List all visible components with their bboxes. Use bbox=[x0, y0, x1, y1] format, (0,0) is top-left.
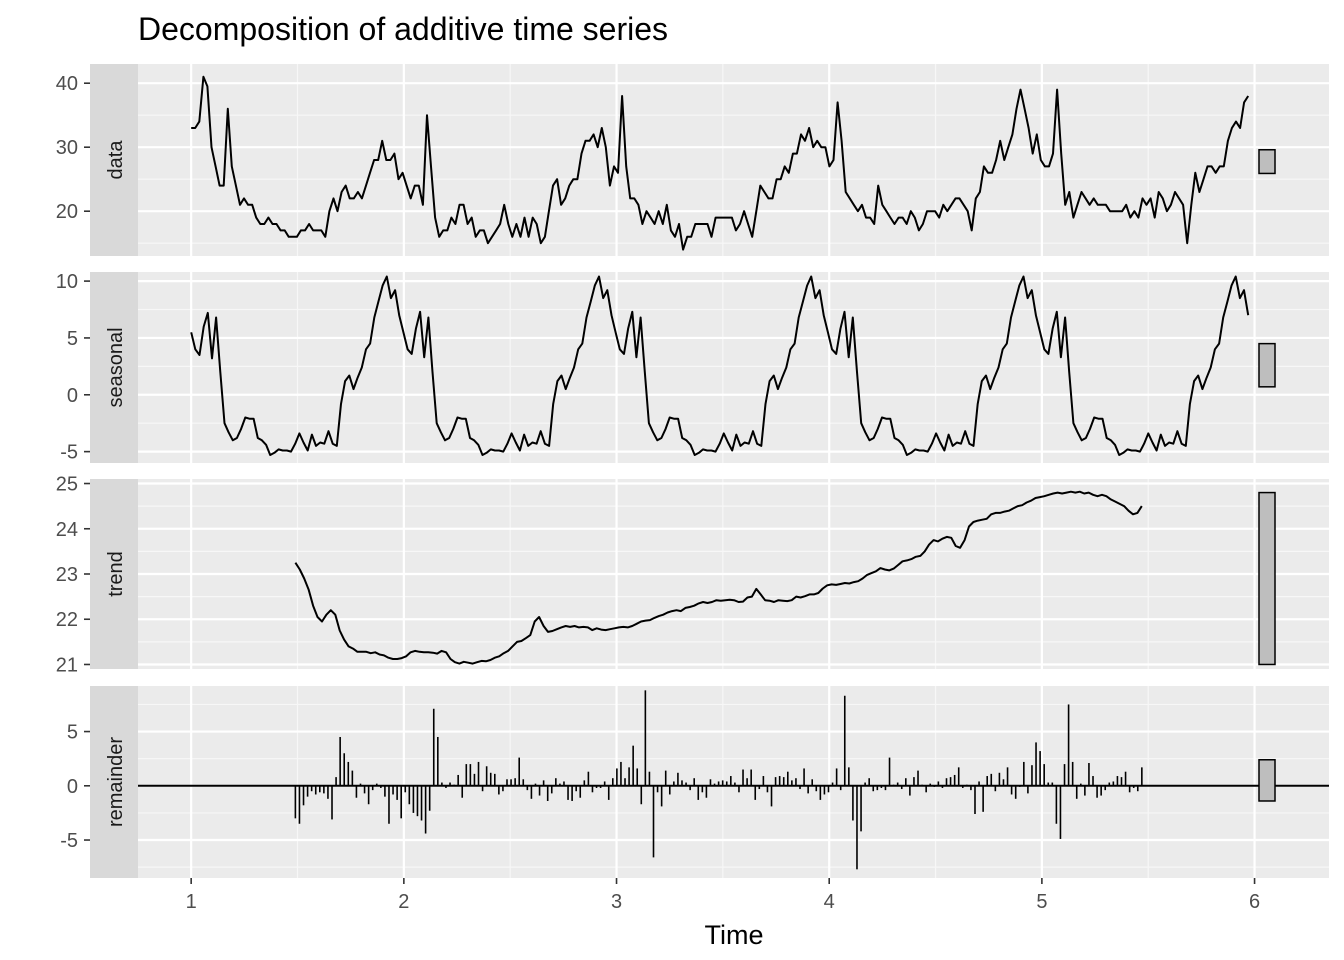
range-bar-seasonal bbox=[1258, 342, 1276, 388]
strip-label-seasonal: seasonal bbox=[105, 327, 127, 407]
series-line-data bbox=[191, 75, 1250, 251]
strip-label-remainder: remainder bbox=[105, 737, 127, 827]
y-tick-label: 20 bbox=[56, 201, 78, 223]
chart-title: Decomposition of additive time series bbox=[138, 11, 668, 47]
panel-background bbox=[138, 64, 1329, 256]
y-tick-label: 10 bbox=[56, 271, 78, 293]
series-line-trend bbox=[294, 490, 1143, 665]
y-tick-label: 24 bbox=[56, 519, 78, 541]
strip-background bbox=[90, 479, 138, 669]
strip-label-data: data bbox=[105, 140, 127, 180]
y-tick-label: 0 bbox=[67, 776, 78, 798]
x-tick-label: 6 bbox=[1249, 891, 1260, 913]
x-axis-title: Time bbox=[705, 920, 764, 950]
range-bar-data bbox=[1258, 149, 1276, 175]
strip-background bbox=[90, 64, 138, 256]
y-tick-label: 30 bbox=[56, 137, 78, 159]
y-tick-label: -5 bbox=[60, 830, 78, 852]
range-bar-trend bbox=[1258, 491, 1276, 666]
x-tick-label: 1 bbox=[186, 891, 197, 913]
panel-background bbox=[138, 272, 1329, 463]
x-tick-label: 2 bbox=[398, 891, 409, 913]
y-tick-label: 25 bbox=[56, 474, 78, 496]
strip-background bbox=[90, 686, 138, 878]
y-tick-label: 40 bbox=[56, 73, 78, 95]
y-tick-label: 5 bbox=[67, 722, 78, 744]
x-tick-label: 5 bbox=[1036, 891, 1047, 913]
panel-trend: 21 22 23 24 25 trend bbox=[56, 474, 1329, 676]
panel-seasonal: -5 0 5 10 seasonal bbox=[56, 271, 1329, 464]
x-tick-label: 4 bbox=[824, 891, 835, 913]
y-tick-label: 22 bbox=[56, 609, 78, 631]
strip-label-trend: trend bbox=[105, 551, 127, 597]
y-tick-label: 23 bbox=[56, 564, 78, 586]
panel-data: 20 30 40 data bbox=[56, 64, 1329, 256]
range-bar-remainder bbox=[1258, 759, 1276, 802]
strip-background bbox=[90, 272, 138, 463]
panels: 20 30 40 data -5 0 5 10 seasonal 21 22 23 24 25 trend -… bbox=[56, 64, 1329, 878]
panel-remainder: -5 0 5 remainder bbox=[60, 686, 1329, 878]
series-line-seasonal bbox=[190, 275, 1250, 456]
y-tick-label: -5 bbox=[60, 442, 78, 464]
y-tick-label: 0 bbox=[67, 385, 78, 407]
x-tick-label: 3 bbox=[611, 891, 622, 913]
x-axis: 1 2 3 4 5 6 bbox=[186, 878, 1260, 913]
y-tick-label: 5 bbox=[67, 328, 78, 350]
panel-background bbox=[138, 686, 1329, 878]
y-tick-label: 21 bbox=[56, 654, 78, 676]
